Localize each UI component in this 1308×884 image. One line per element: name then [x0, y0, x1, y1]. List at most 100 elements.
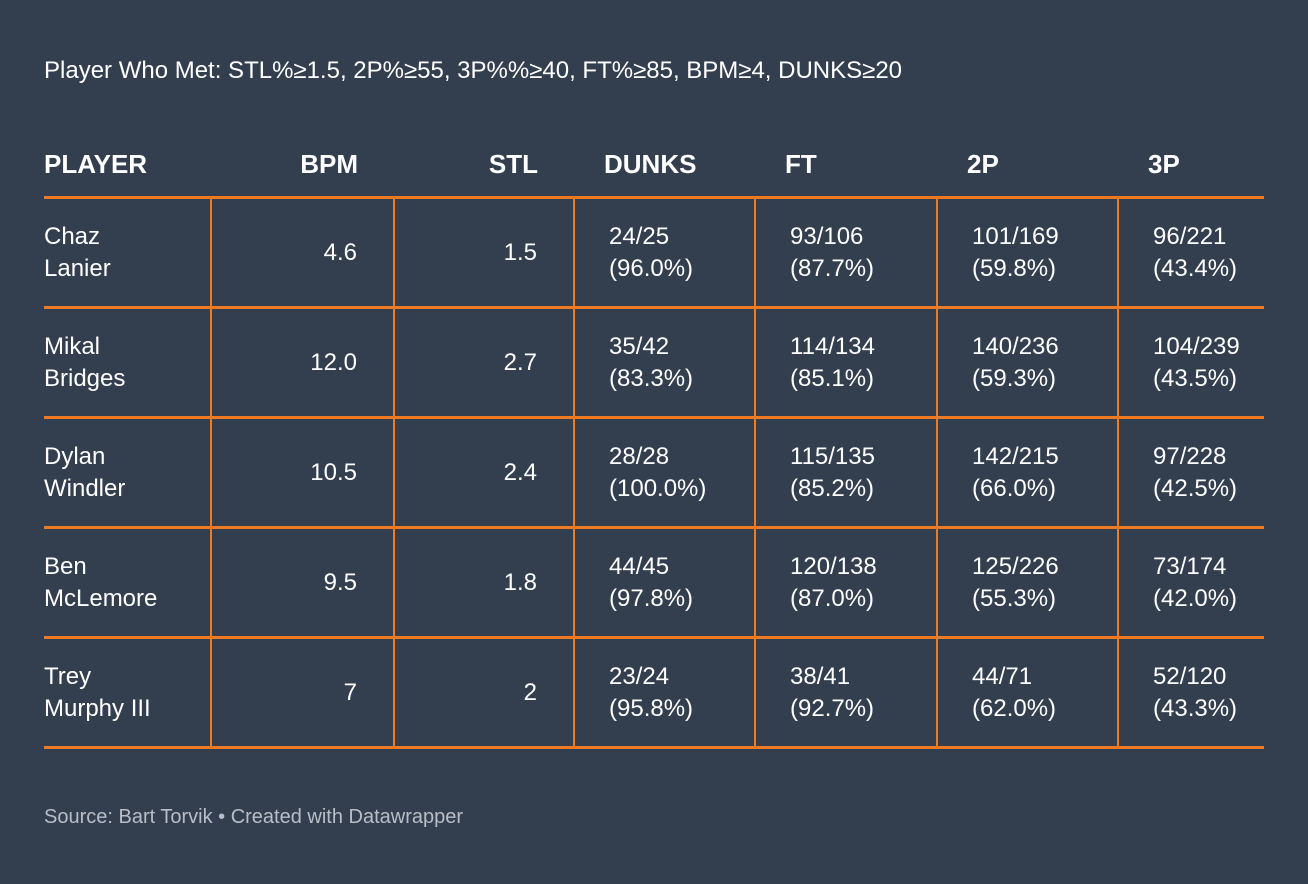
dunks-percentage: (96.0%)	[609, 254, 694, 282]
column-header-stl[interactable]: STL	[394, 133, 574, 199]
cell-3p: 73/174 (42.0%)	[1117, 527, 1264, 639]
chart-title: Player Who Met: STL%≥1.5, 2P%≥55, 3P%%≥4…	[44, 57, 903, 84]
cell-dunks: 44/45 (97.8%)	[573, 527, 755, 639]
table-row: Chaz Lanier 4.6 1.5 24/25 (96.0%) 93/106…	[44, 197, 1264, 309]
3p-made-attempted: 96/221	[1153, 222, 1227, 250]
ft-made-attempted: 120/138	[790, 552, 877, 580]
cell-2p: 140/236 (59.3%)	[936, 307, 1118, 419]
cell-ft: 93/106 (87.7%)	[754, 197, 937, 309]
ft-percentage: (92.7%)	[790, 694, 875, 722]
dunks-made-attempted: 44/45	[609, 552, 670, 580]
ft-made-attempted: 114/134	[790, 332, 875, 360]
ft-percentage: (85.2%)	[790, 474, 875, 502]
dunks-made-attempted: 35/42	[609, 332, 670, 360]
cell-dunks: 23/24 (95.8%)	[573, 637, 755, 749]
player-last-name: Murphy III	[44, 694, 151, 722]
2p-made-attempted: 101/169	[972, 222, 1059, 250]
3p-percentage: (43.5%)	[1153, 364, 1238, 392]
cell-player: Dylan Windler	[44, 417, 211, 529]
cell-3p: 52/120 (43.3%)	[1117, 637, 1264, 749]
3p-percentage: (42.0%)	[1153, 584, 1238, 612]
3p-made-attempted: 97/228	[1153, 442, 1227, 470]
2p-percentage: (55.3%)	[972, 584, 1057, 612]
player-first-name: Mikal	[44, 332, 101, 360]
cell-dunks: 24/25 (96.0%)	[573, 197, 755, 309]
2p-percentage: (59.3%)	[972, 364, 1057, 392]
3p-percentage: (43.4%)	[1153, 254, 1238, 282]
cell-2p: 101/169 (59.8%)	[936, 197, 1118, 309]
2p-percentage: (59.8%)	[972, 254, 1057, 282]
cell-bpm: 9.5	[210, 527, 394, 639]
cell-3p: 104/239 (43.5%)	[1117, 307, 1264, 419]
2p-percentage: (62.0%)	[972, 694, 1057, 722]
table-row: Dylan Windler 10.5 2.4 28/28 (100.0%) 11…	[44, 417, 1264, 529]
cell-bpm: 7	[210, 637, 394, 749]
cell-ft: 120/138 (87.0%)	[754, 527, 937, 639]
cell-player: Ben McLemore	[44, 527, 211, 639]
player-first-name: Chaz	[44, 222, 101, 250]
cell-stl: 2.4	[393, 417, 574, 529]
cell-player: Trey Murphy III	[44, 637, 211, 749]
cell-3p: 97/228 (42.5%)	[1117, 417, 1264, 529]
3p-made-attempted: 73/174	[1153, 552, 1227, 580]
cell-bpm: 4.6	[210, 197, 394, 309]
dunks-percentage: (100.0%)	[609, 474, 707, 502]
player-first-name: Dylan	[44, 442, 106, 470]
cell-2p: 142/215 (66.0%)	[936, 417, 1118, 529]
3p-percentage: (42.5%)	[1153, 474, 1238, 502]
cell-2p: 44/71 (62.0%)	[936, 637, 1118, 749]
ft-percentage: (87.7%)	[790, 254, 875, 282]
2p-made-attempted: 140/236	[972, 332, 1059, 360]
column-header-2p[interactable]: 2P	[937, 133, 1118, 199]
2p-made-attempted: 44/71	[972, 662, 1033, 690]
ft-percentage: (85.1%)	[790, 364, 875, 392]
cell-stl: 1.5	[393, 197, 574, 309]
column-header-ft[interactable]: FT	[755, 133, 937, 199]
table-row: Ben McLemore 9.5 1.8 44/45 (97.8%) 120/1…	[44, 527, 1264, 639]
dunks-percentage: (83.3%)	[609, 364, 694, 392]
player-first-name: Trey	[44, 662, 92, 690]
table-row: Trey Murphy III 7 2 23/24 (95.8%) 38/41 …	[44, 637, 1264, 749]
dunks-made-attempted: 24/25	[609, 222, 670, 250]
cell-player: Chaz Lanier	[44, 197, 211, 309]
cell-3p: 96/221 (43.4%)	[1117, 197, 1264, 309]
column-header-dunks[interactable]: DUNKS	[574, 133, 755, 199]
ft-made-attempted: 93/106	[790, 222, 864, 250]
cell-player: Mikal Bridges	[44, 307, 211, 419]
ft-percentage: (87.0%)	[790, 584, 875, 612]
dunks-percentage: (97.8%)	[609, 584, 694, 612]
cell-stl: 2.7	[393, 307, 574, 419]
cell-stl: 2	[393, 637, 574, 749]
stats-table: PLAYER BPM STL DUNKS FT 2P 3P Chaz Lanie…	[44, 133, 1264, 749]
cell-bpm: 12.0	[210, 307, 394, 419]
dunks-made-attempted: 23/24	[609, 662, 670, 690]
cell-stl: 1.8	[393, 527, 574, 639]
ft-made-attempted: 115/135	[790, 442, 875, 470]
player-last-name: McLemore	[44, 584, 158, 612]
table-row: Mikal Bridges 12.0 2.7 35/42 (83.3%) 114…	[44, 307, 1264, 419]
cell-ft: 114/134 (85.1%)	[754, 307, 937, 419]
3p-percentage: (43.3%)	[1153, 694, 1238, 722]
column-header-player[interactable]: PLAYER	[44, 133, 211, 199]
player-last-name: Windler	[44, 474, 126, 502]
player-last-name: Bridges	[44, 364, 126, 392]
cell-bpm: 10.5	[210, 417, 394, 529]
player-first-name: Ben	[44, 552, 87, 580]
cell-dunks: 35/42 (83.3%)	[573, 307, 755, 419]
cell-ft: 38/41 (92.7%)	[754, 637, 937, 749]
cell-2p: 125/226 (55.3%)	[936, 527, 1118, 639]
column-header-3p[interactable]: 3P	[1118, 133, 1264, 199]
source-credit: Source: Bart Torvik • Created with Dataw…	[44, 806, 464, 828]
dunks-made-attempted: 28/28	[609, 442, 670, 470]
cell-dunks: 28/28 (100.0%)	[573, 417, 755, 529]
3p-made-attempted: 104/239	[1153, 332, 1240, 360]
header-row: PLAYER BPM STL DUNKS FT 2P 3P	[44, 133, 1264, 199]
3p-made-attempted: 52/120	[1153, 662, 1227, 690]
2p-percentage: (66.0%)	[972, 474, 1057, 502]
2p-made-attempted: 125/226	[972, 552, 1059, 580]
cell-ft: 115/135 (85.2%)	[754, 417, 937, 529]
player-last-name: Lanier	[44, 254, 111, 282]
dunks-percentage: (95.8%)	[609, 694, 694, 722]
2p-made-attempted: 142/215	[972, 442, 1059, 470]
column-header-bpm[interactable]: BPM	[211, 133, 394, 199]
